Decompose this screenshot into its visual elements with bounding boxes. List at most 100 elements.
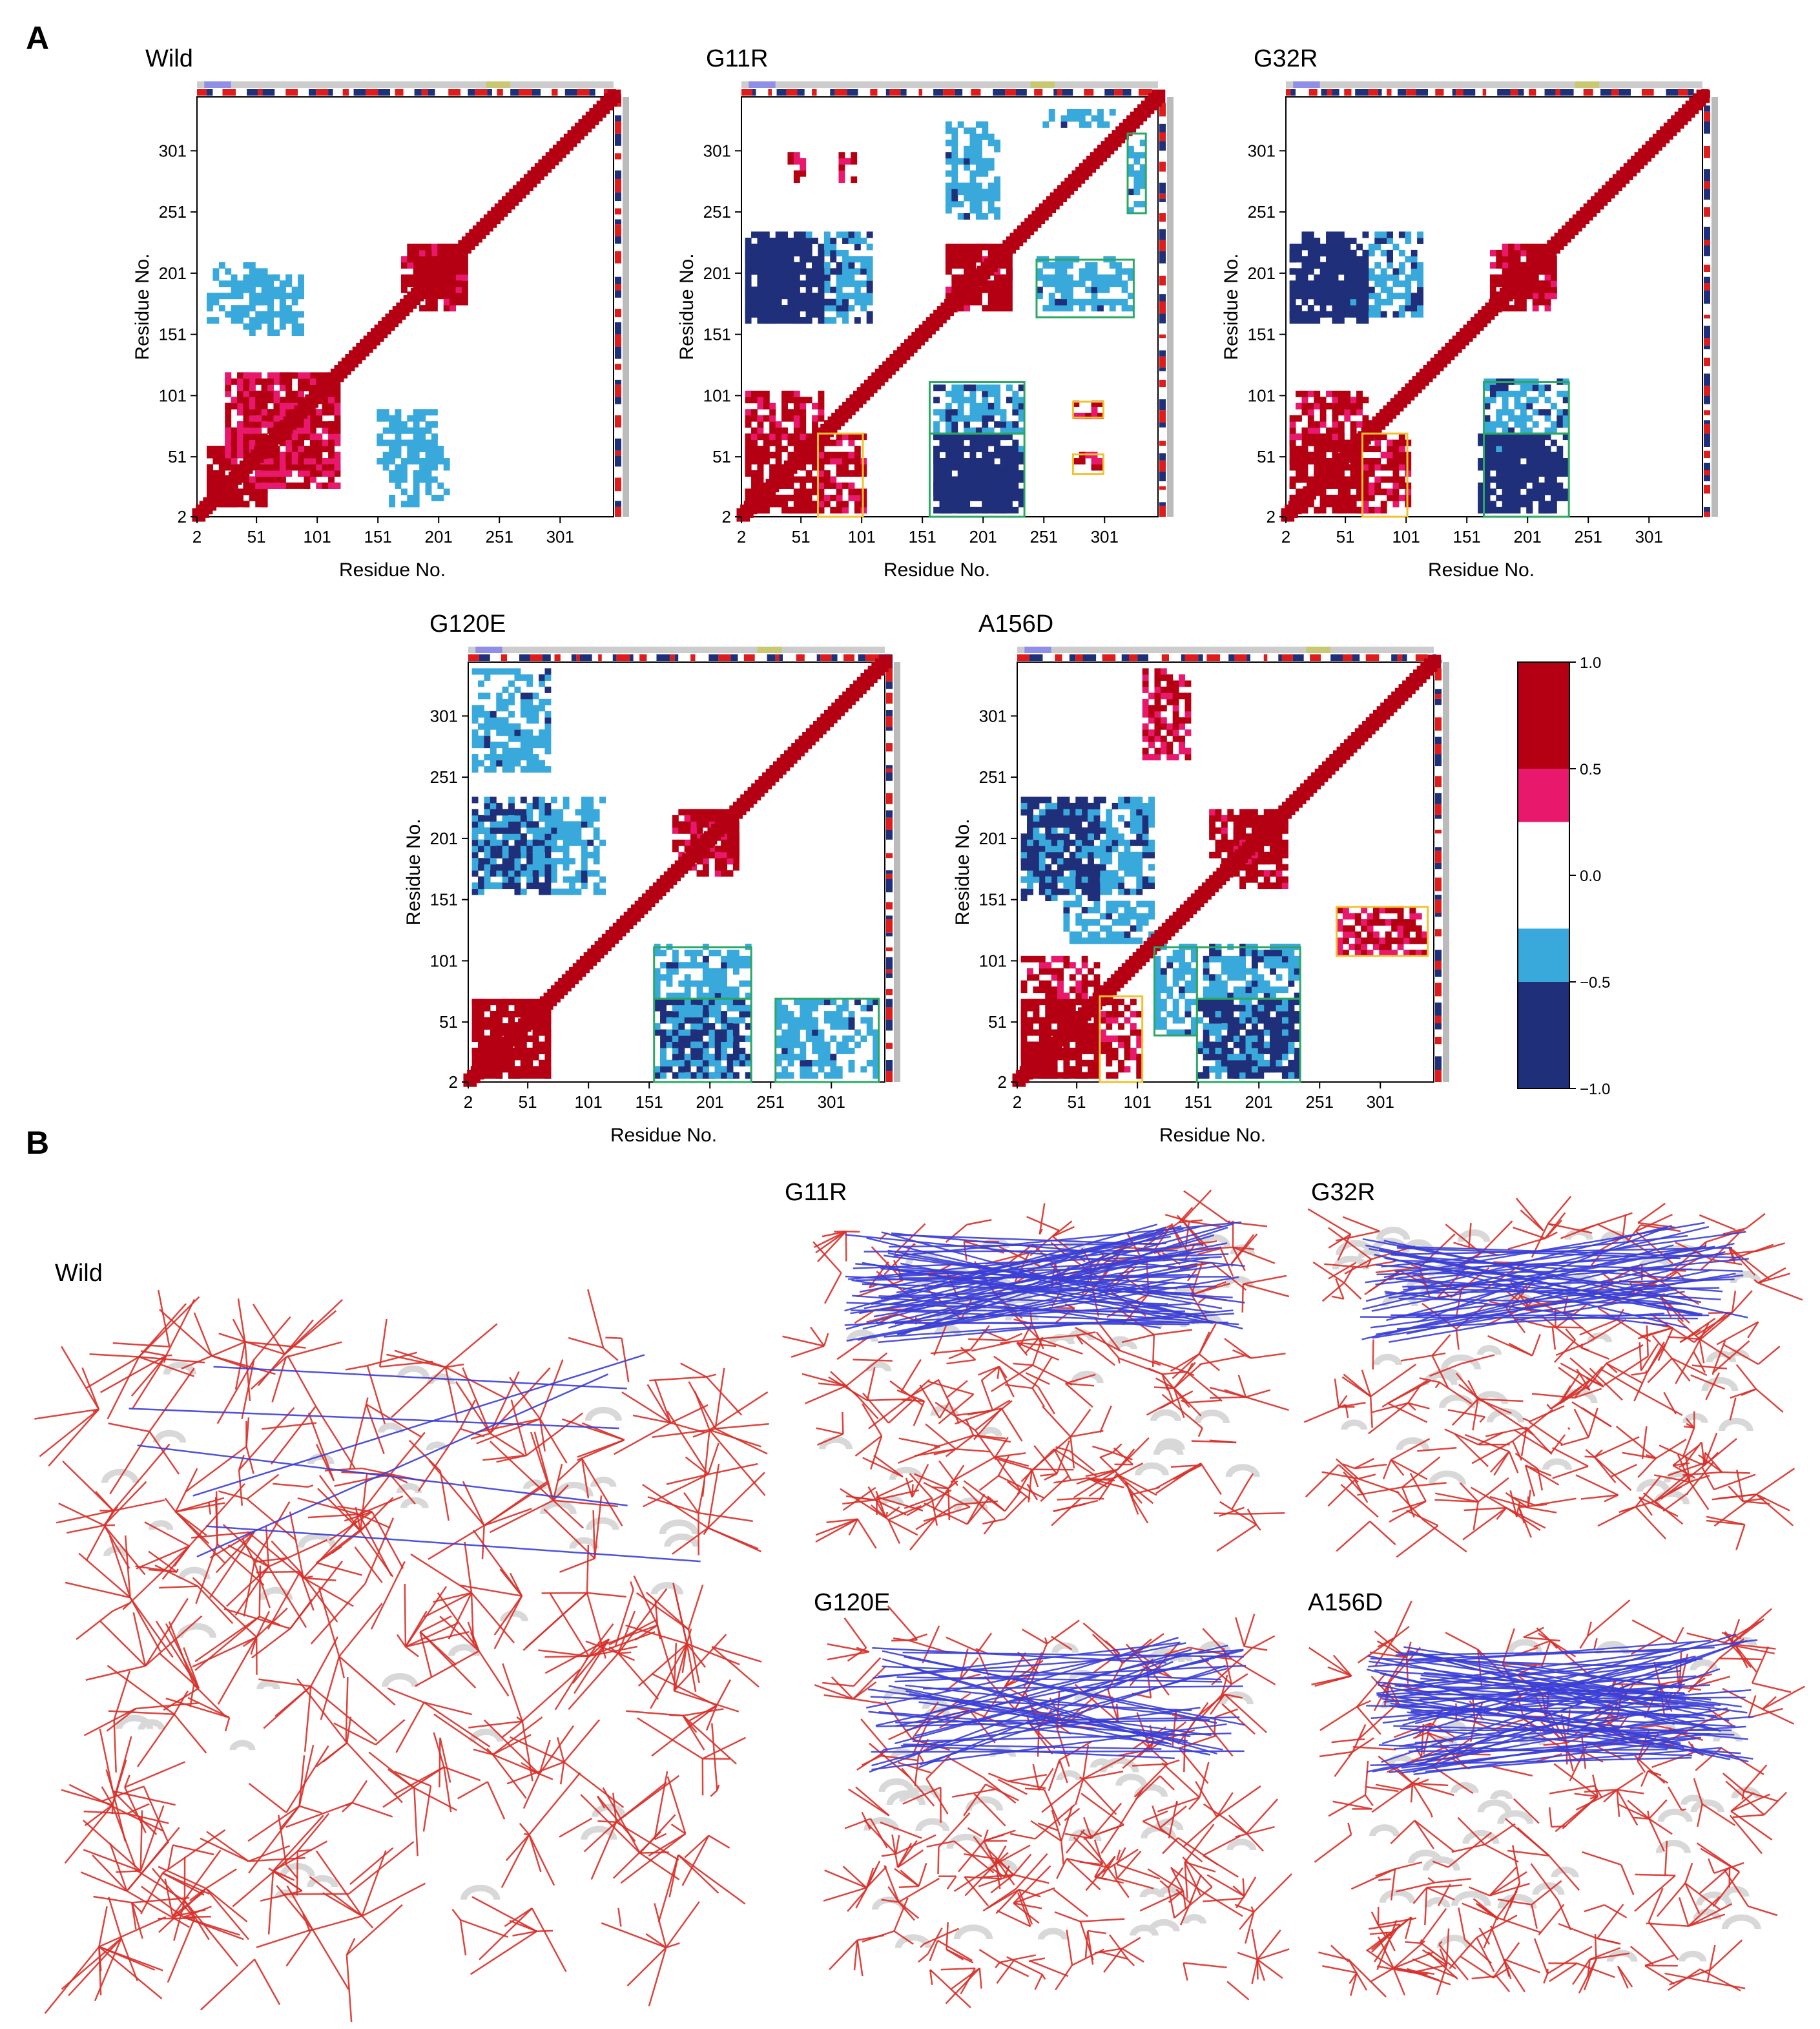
correlation-cell (225, 433, 232, 441)
ss-segment (615, 477, 621, 492)
correlation-cell (1374, 305, 1381, 312)
correlation-cell (793, 249, 800, 256)
correlation-cell (848, 482, 855, 489)
correlation-cell (1350, 286, 1357, 293)
ss-segment (886, 804, 893, 811)
ss-segment (886, 772, 893, 781)
correlation-cell (1526, 458, 1533, 465)
ss-segment (1159, 171, 1166, 183)
correlation-cell (1544, 286, 1551, 293)
correlation-cell (1344, 286, 1351, 293)
correlation-cell (721, 851, 728, 858)
correlation-cell (763, 501, 770, 508)
correlation-cell (1307, 390, 1314, 397)
correlation-cell (1289, 458, 1296, 465)
correlation-cell (1350, 305, 1357, 312)
correlation-cell (267, 415, 274, 422)
correlation-cell (291, 397, 298, 404)
correlation-cell (1307, 286, 1314, 293)
correlation-cell (866, 293, 873, 300)
correlation-cell (1319, 494, 1327, 501)
correlation-cell (800, 476, 807, 483)
ss-segment (615, 208, 621, 214)
correlation-cell (690, 821, 698, 828)
correlation-cell (1362, 476, 1369, 483)
correlation-cell (775, 311, 782, 318)
correlation-cell (1356, 280, 1363, 287)
ss-segment (309, 89, 316, 96)
correlation-cell (1042, 305, 1050, 312)
correlation-cell (1502, 501, 1509, 508)
correlation-cell (1042, 274, 1050, 281)
correlation-cell (1502, 470, 1509, 477)
correlation-cell (969, 194, 977, 202)
correlation-cell (1133, 182, 1141, 189)
correlation-cell (854, 464, 861, 471)
correlation-cell (532, 821, 539, 828)
correlation-cell (407, 256, 414, 263)
ss-segment (1704, 326, 1710, 338)
correlation-cell (842, 305, 849, 312)
correlation-cell (787, 249, 794, 256)
correlation-cell (848, 488, 855, 495)
correlation-cell (279, 482, 286, 489)
correlation-cell (309, 409, 316, 416)
correlation-cell (279, 409, 286, 416)
correlation-cell (1018, 470, 1025, 477)
correlation-cell (745, 390, 752, 397)
correlation-cell (781, 390, 788, 397)
correlation-cell (1362, 286, 1369, 293)
correlation-cell (225, 293, 232, 300)
x-tick-label: 151 (1453, 527, 1480, 546)
correlation-cell (1392, 244, 1400, 251)
correlation-cell (532, 827, 539, 834)
ss-segment (615, 297, 621, 309)
ss-segment (1159, 213, 1166, 222)
correlation-cell (945, 244, 952, 251)
correlation-cell (751, 268, 758, 275)
secondary-structure-bars (468, 647, 900, 1082)
correlation-cell (316, 446, 323, 453)
correlation-cell (1006, 268, 1013, 275)
correlation-cell (273, 452, 280, 459)
correlation-cell (757, 421, 764, 428)
correlation-cell (1502, 262, 1509, 269)
dccm-title: G120E (429, 610, 506, 638)
correlation-cell (969, 133, 977, 140)
ss-segment (580, 654, 592, 661)
correlation-cell (1332, 476, 1339, 483)
correlation-cell (1006, 501, 1013, 508)
correlation-cell (218, 458, 225, 465)
correlation-cell (751, 298, 758, 306)
correlation-cell (805, 397, 812, 404)
correlation-cell (860, 262, 867, 269)
ss-segment (886, 995, 893, 999)
correlation-cell (1319, 506, 1327, 514)
correlation-cell (1356, 397, 1363, 404)
ss-segment (768, 89, 772, 96)
correlation-cell (243, 488, 250, 495)
correlation-cell (757, 249, 764, 256)
ss-segment (316, 89, 329, 96)
correlation-cell (1374, 464, 1381, 471)
correlation-cell (1319, 249, 1327, 256)
correlation-cell (1489, 427, 1496, 434)
correlation-cell (751, 293, 758, 300)
correlation-cell (1496, 390, 1503, 397)
x-tick-label: 301 (1091, 527, 1119, 546)
correlation-cell (830, 244, 837, 251)
ss-segment (1026, 89, 1035, 96)
correlation-cell (1066, 305, 1073, 312)
correlation-cell (1097, 115, 1104, 122)
ss-segment (1159, 338, 1166, 351)
correlation-cell (539, 1029, 545, 1036)
correlation-cell (1000, 488, 1007, 495)
correlation-cell (1514, 256, 1521, 263)
correlation-cell (400, 458, 408, 465)
correlation-cell (823, 274, 831, 281)
correlation-cell (539, 882, 545, 890)
correlation-cell (1000, 298, 1007, 306)
correlation-cell (1350, 476, 1357, 483)
ss-segment (262, 89, 275, 96)
correlation-cell (1000, 470, 1007, 477)
